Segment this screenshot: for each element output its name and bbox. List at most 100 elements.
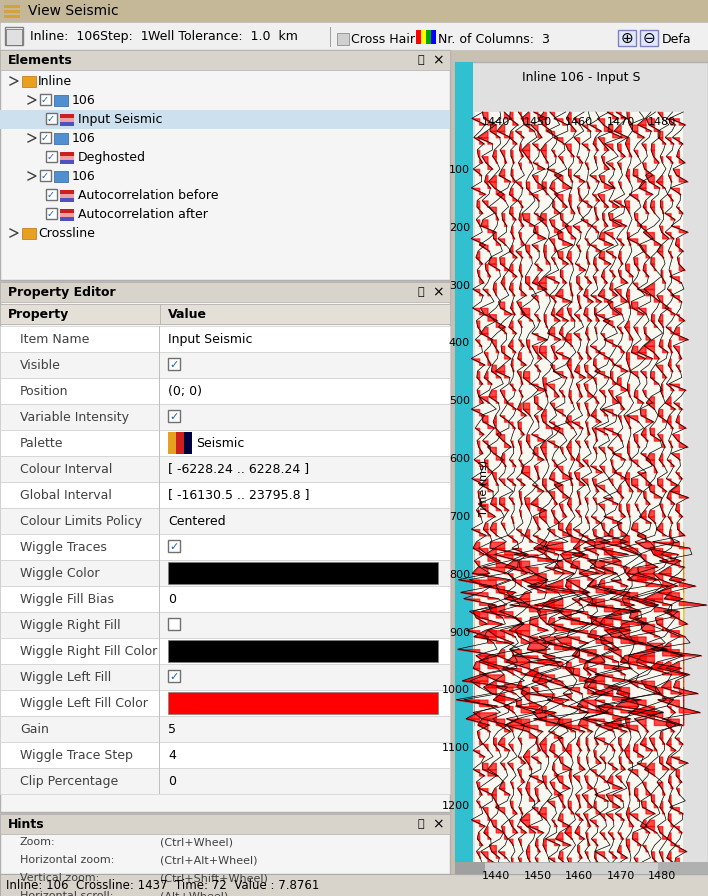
- Bar: [60, 152, 74, 156]
- Text: Inline: 106  Crossline: 1437  Time: 72  Value : 7.8761: Inline: 106 Crossline: 1437 Time: 72 Val…: [6, 878, 319, 892]
- Bar: [337, 33, 349, 45]
- Bar: [0, 326, 450, 352]
- Bar: [159, 430, 160, 456]
- Bar: [330, 27, 331, 47]
- Bar: [4, 10, 20, 13]
- Bar: [168, 640, 438, 662]
- Bar: [159, 586, 160, 612]
- Bar: [455, 862, 708, 874]
- Bar: [168, 432, 176, 454]
- Bar: [159, 612, 160, 638]
- Text: View Seismic: View Seismic: [28, 4, 119, 18]
- Text: 1460: 1460: [565, 117, 593, 127]
- Bar: [0, 742, 450, 768]
- Bar: [46, 208, 57, 219]
- Bar: [40, 94, 51, 105]
- Bar: [60, 122, 74, 126]
- Bar: [168, 618, 180, 630]
- Text: Horizontal scroll:: Horizontal scroll:: [20, 891, 113, 896]
- Text: Centered: Centered: [168, 514, 226, 528]
- Bar: [60, 217, 74, 221]
- Bar: [60, 194, 74, 198]
- Bar: [46, 189, 57, 200]
- Bar: [168, 358, 180, 370]
- Text: (Ctrl+Alt+Wheel): (Ctrl+Alt+Wheel): [160, 855, 258, 865]
- Text: Input Seismic: Input Seismic: [168, 332, 253, 346]
- Bar: [0, 50, 450, 70]
- Text: (0; 0): (0; 0): [168, 384, 202, 398]
- Bar: [168, 562, 438, 584]
- Text: Defa: Defa: [662, 32, 692, 46]
- Text: 500: 500: [449, 396, 470, 406]
- Text: Time (ms): Time (ms): [478, 460, 488, 516]
- Text: (Alt+Wheel): (Alt+Wheel): [160, 891, 228, 896]
- Bar: [40, 170, 51, 181]
- Bar: [159, 352, 160, 378]
- Bar: [475, 112, 683, 864]
- Bar: [618, 30, 636, 46]
- Text: ✓: ✓: [47, 190, 55, 200]
- Text: Clip Percentage: Clip Percentage: [20, 774, 118, 788]
- Text: 1000: 1000: [442, 685, 470, 695]
- Bar: [0, 430, 450, 456]
- Text: Position: Position: [20, 384, 69, 398]
- Text: [ -6228.24 .. 6228.24 ]: [ -6228.24 .. 6228.24 ]: [168, 462, 309, 476]
- Text: Nr. of Columns:  3: Nr. of Columns: 3: [438, 32, 550, 46]
- Text: Inline: Inline: [38, 74, 72, 88]
- Text: 400: 400: [449, 339, 470, 349]
- Bar: [60, 114, 74, 118]
- Bar: [0, 664, 450, 690]
- Bar: [60, 209, 74, 213]
- Text: Zoom:: Zoom:: [20, 837, 56, 847]
- Bar: [22, 228, 36, 239]
- Bar: [159, 508, 160, 534]
- Text: 1100: 1100: [442, 744, 470, 754]
- Bar: [46, 151, 57, 162]
- Text: 900: 900: [449, 627, 470, 638]
- Text: Horizontal zoom:: Horizontal zoom:: [20, 855, 115, 865]
- Text: ✓: ✓: [169, 542, 178, 552]
- Bar: [159, 638, 160, 664]
- Bar: [159, 664, 160, 690]
- Text: 800: 800: [449, 570, 470, 580]
- Bar: [0, 50, 450, 280]
- Text: Palette: Palette: [20, 436, 64, 450]
- Text: ×: ×: [432, 285, 444, 299]
- Bar: [0, 534, 450, 560]
- Text: Inline:  106: Inline: 106: [30, 30, 100, 42]
- Bar: [4, 15, 20, 18]
- Text: ✓: ✓: [47, 114, 55, 124]
- Text: ✓: ✓: [169, 672, 178, 682]
- Text: 🗗: 🗗: [418, 287, 425, 297]
- Text: Property: Property: [8, 307, 69, 321]
- Text: 200: 200: [449, 223, 470, 233]
- Text: 1440: 1440: [481, 117, 510, 127]
- Bar: [0, 304, 450, 324]
- Text: Cross Hair: Cross Hair: [351, 32, 415, 46]
- Bar: [421, 30, 426, 44]
- Text: ⊖: ⊖: [643, 30, 656, 46]
- Bar: [60, 213, 74, 217]
- Text: 0: 0: [168, 774, 176, 788]
- Text: Gain: Gain: [20, 722, 49, 736]
- Text: Item Name: Item Name: [20, 332, 89, 346]
- Text: ✓: ✓: [47, 152, 55, 162]
- Text: Elements: Elements: [8, 54, 73, 66]
- Bar: [54, 95, 68, 106]
- Bar: [60, 118, 74, 122]
- Bar: [159, 742, 160, 768]
- Bar: [22, 76, 36, 87]
- Bar: [0, 282, 450, 812]
- Bar: [176, 432, 184, 454]
- Text: Seismic: Seismic: [196, 436, 244, 450]
- Bar: [0, 22, 708, 50]
- Text: Wiggle Traces: Wiggle Traces: [20, 540, 107, 554]
- Bar: [168, 670, 180, 682]
- Bar: [658, 862, 708, 874]
- Text: Colour Limits Policy: Colour Limits Policy: [20, 514, 142, 528]
- Text: Colour Interval: Colour Interval: [20, 462, 113, 476]
- Text: Wiggle Left Fill: Wiggle Left Fill: [20, 670, 111, 684]
- Bar: [0, 482, 450, 508]
- Bar: [0, 560, 450, 586]
- Text: 600: 600: [449, 454, 470, 464]
